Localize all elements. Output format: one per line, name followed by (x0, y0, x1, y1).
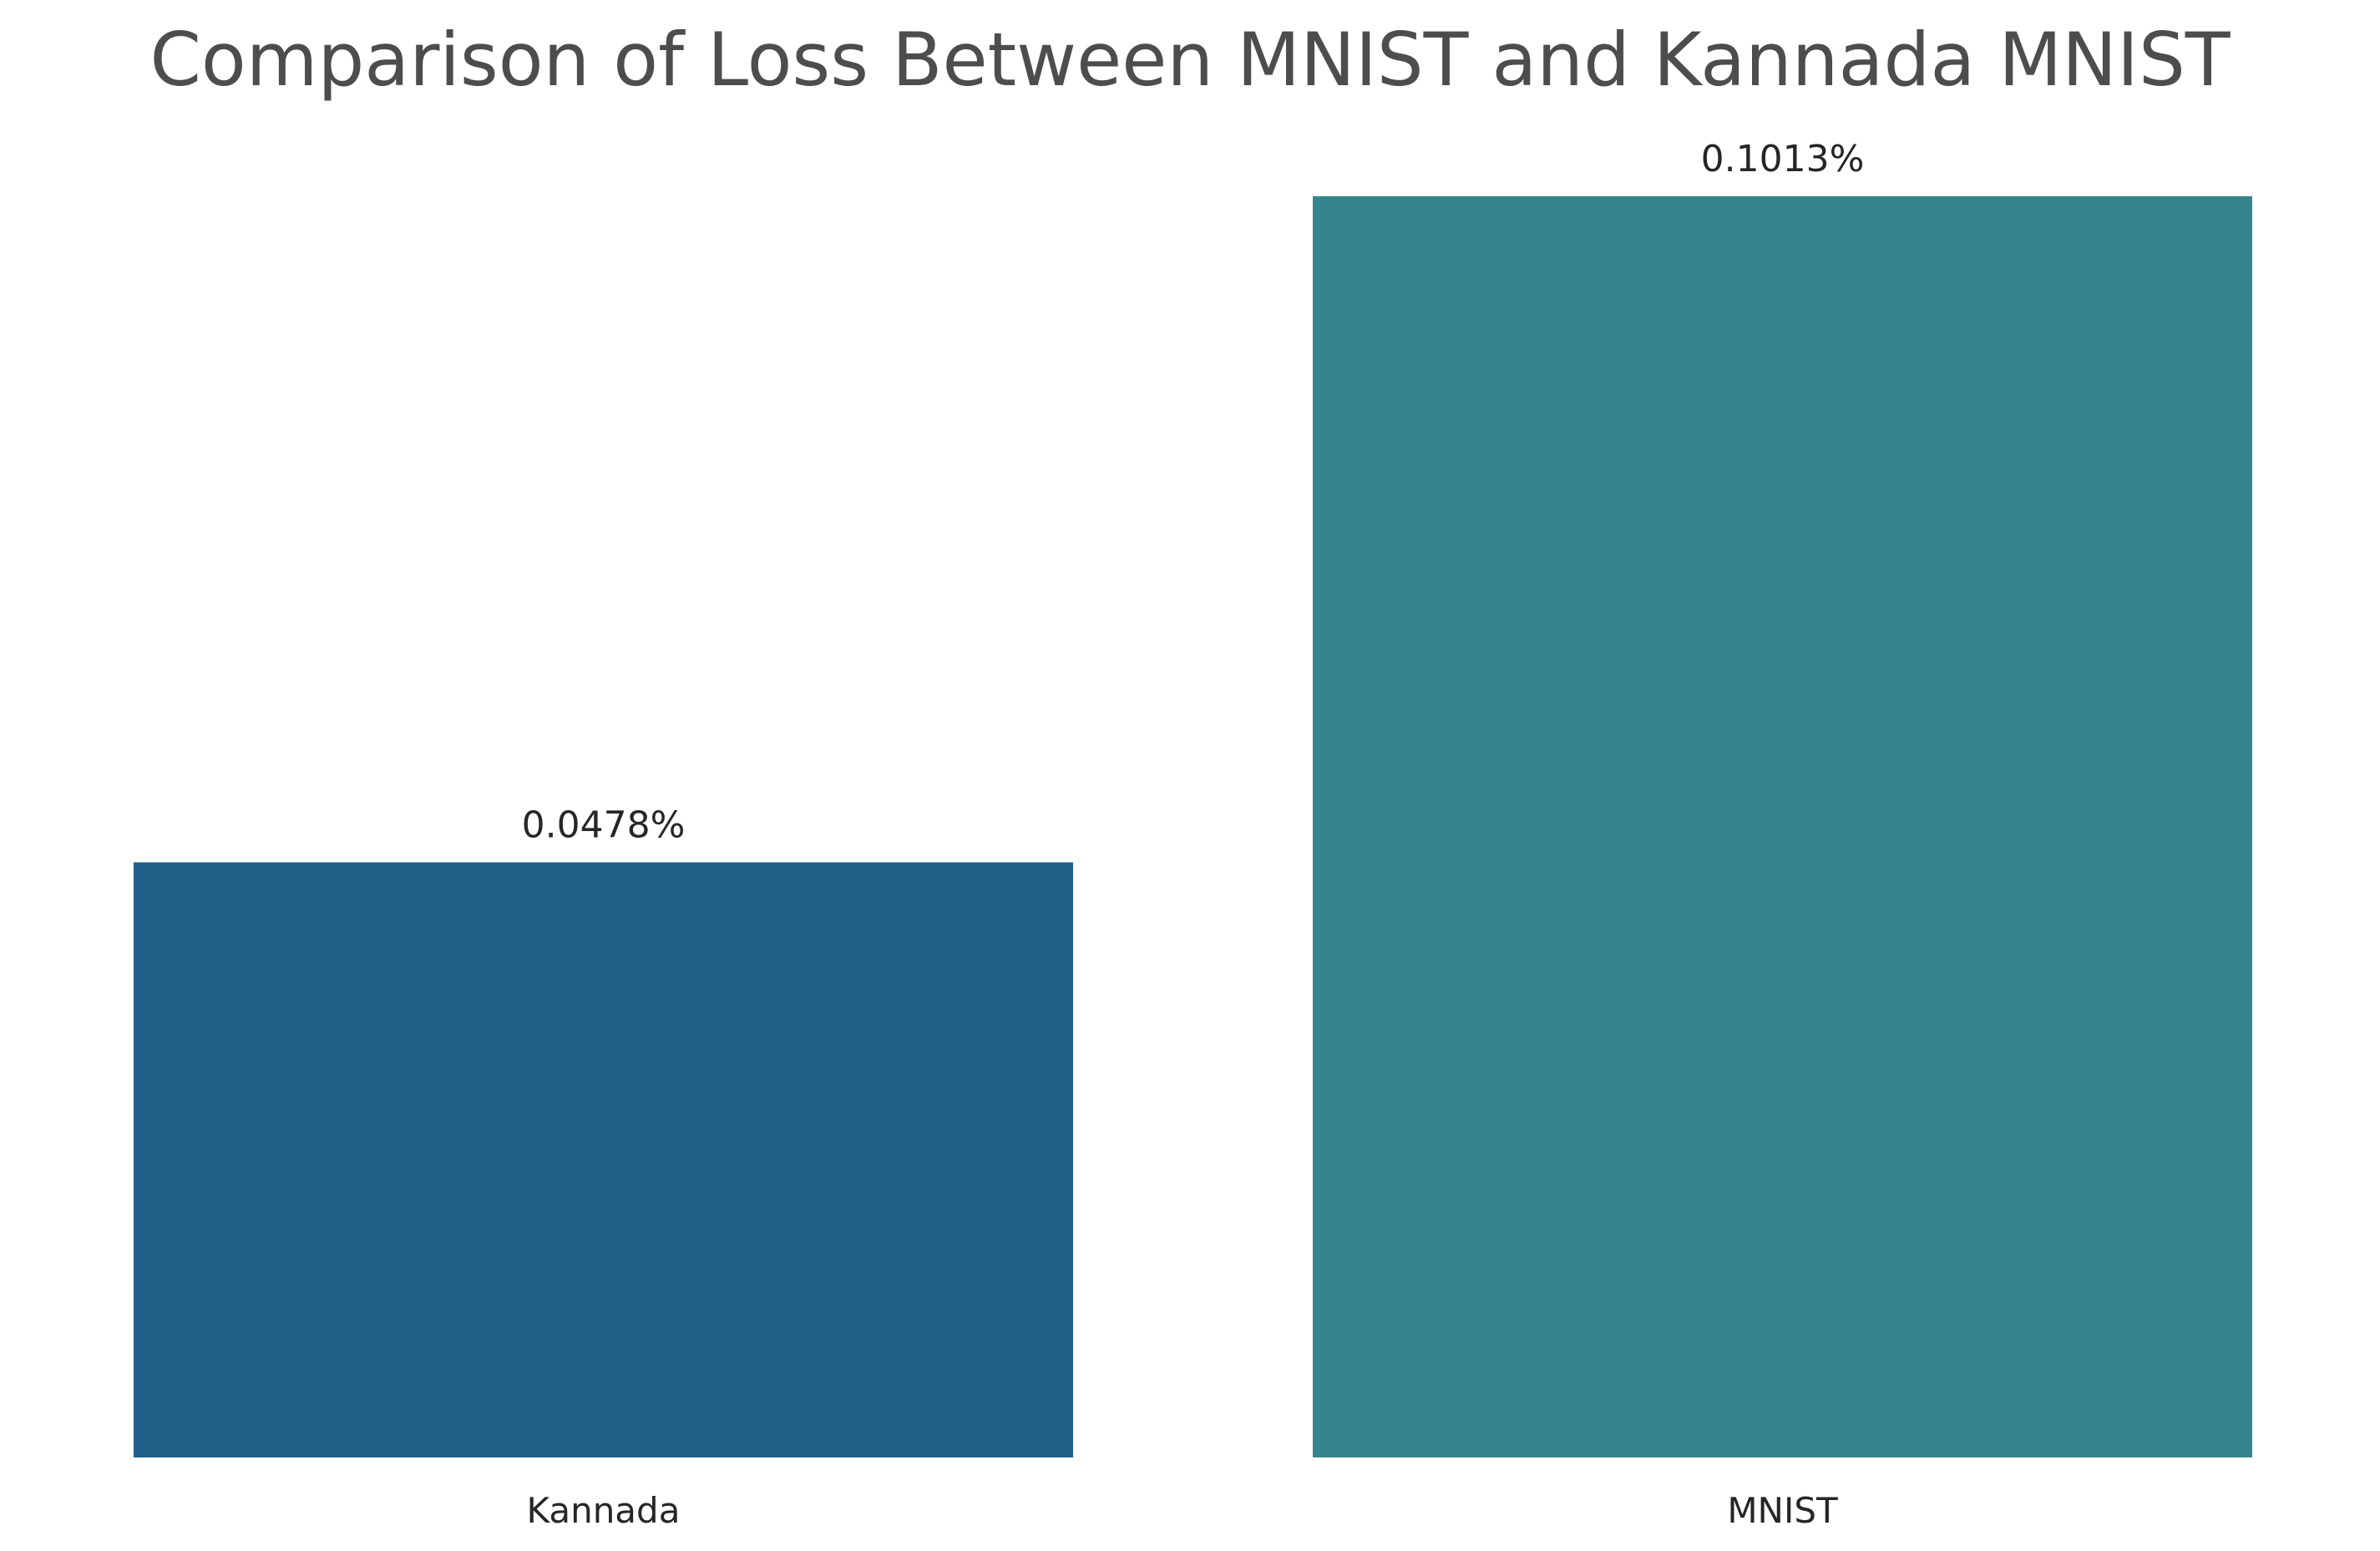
x-tick-label-mnist: MNIST (1727, 1490, 1838, 1531)
data-label-mnist: 0.1013% (1701, 138, 1865, 180)
data-labels-group: 0.0478% 0.1013% (522, 138, 1865, 846)
chart-title: Comparison of Loss Between MNIST and Kan… (149, 17, 2231, 103)
data-label-kannada: 0.0478% (522, 803, 686, 846)
x-tick-label-kannada: Kannada (527, 1490, 681, 1531)
bar-kannada (134, 862, 1073, 1457)
x-tick-labels-group: Kannada MNIST (527, 1490, 1838, 1531)
bars-group (134, 196, 2252, 1457)
bar-mnist (1313, 196, 2252, 1457)
